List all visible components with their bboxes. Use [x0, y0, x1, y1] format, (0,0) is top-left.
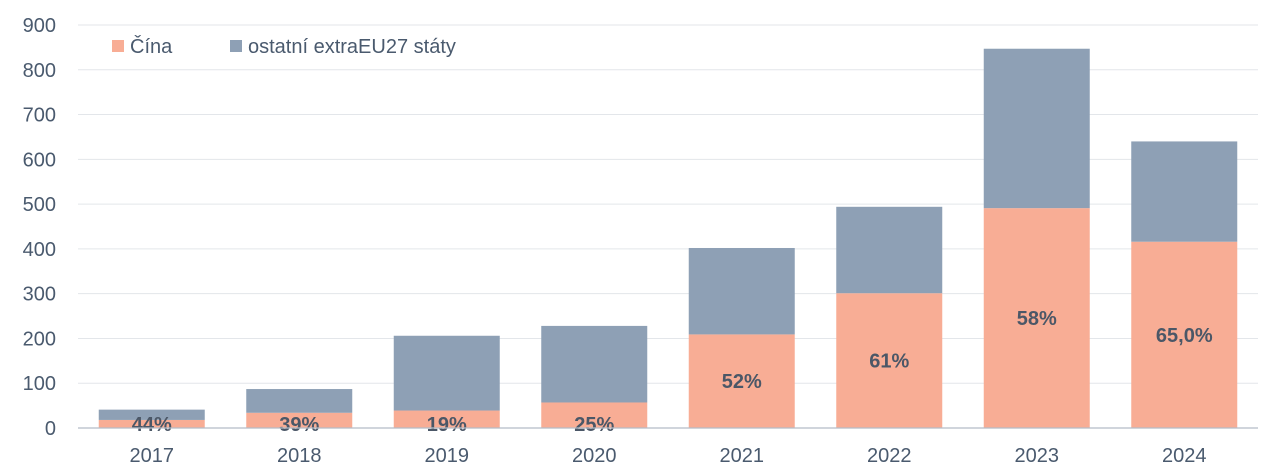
bar-segment-cina [983, 208, 1090, 428]
data-label: 19% [427, 414, 467, 436]
legend-swatch-ostatni [230, 40, 242, 52]
bar-segment-ostatni [836, 206, 943, 294]
bars [98, 48, 1238, 428]
x-tick-label: 2023 [1015, 445, 1060, 467]
data-label: 58% [1017, 308, 1057, 330]
bar-segment-cina [246, 412, 353, 428]
data-label: 52% [722, 371, 762, 393]
x-tick-label: 2021 [720, 445, 765, 467]
x-tick-label: 2022 [867, 445, 912, 467]
legend-label-cina: Čína [130, 35, 173, 58]
bar-segment-cina [541, 402, 648, 428]
y-tick-label: 100 [23, 373, 56, 395]
data-label: 61% [869, 351, 909, 373]
data-label: 39% [279, 414, 319, 436]
bar-segment-ostatni [983, 48, 1090, 209]
x-tick-label: 2020 [572, 445, 617, 467]
bar-segment-cina [836, 293, 943, 428]
y-tick-label: 400 [23, 239, 56, 261]
x-tick-label: 2024 [1162, 445, 1207, 467]
bar-segment-ostatni [688, 247, 795, 335]
legend-label-ostatni: ostatní extraEU27 státy [248, 36, 456, 58]
x-tick-label: 2017 [130, 445, 175, 467]
legend: Čína ostatní extraEU27 státy [112, 35, 456, 58]
y-tick-label: 500 [23, 194, 56, 216]
y-tick-label: 600 [23, 149, 56, 171]
y-tick-label: 0 [45, 418, 56, 440]
data-label: 25% [574, 414, 614, 436]
bar-segment-ostatni [541, 325, 648, 403]
data-label: 65,0% [1156, 325, 1213, 347]
gridlines [78, 24, 1258, 384]
x-axis-ticks: 2017 2018 2019 2020 2021 2022 2023 2024 [130, 445, 1207, 467]
bar-segment-ostatni [1131, 141, 1238, 242]
y-axis-ticks: 0 100 200 300 400 500 600 700 800 900 [23, 15, 56, 440]
bar-segment-ostatni [246, 389, 353, 413]
y-tick-label: 900 [23, 15, 56, 37]
y-tick-label: 700 [23, 105, 56, 127]
bar-segment-ostatni [393, 335, 500, 411]
y-tick-label: 800 [23, 60, 56, 82]
legend-swatch-cina [112, 40, 124, 52]
y-tick-label: 300 [23, 284, 56, 306]
bar-segment-cina [393, 410, 500, 428]
bar-segment-cina [1131, 241, 1238, 428]
data-labels: 44% 39% 19% 25% 52% 61% 58% 65,0% [132, 308, 1213, 436]
x-tick-label: 2019 [425, 445, 470, 467]
data-label: 44% [132, 414, 172, 436]
x-tick-label: 2018 [277, 445, 322, 467]
bar-segment-cina [688, 334, 795, 428]
bar-segment-cina [98, 419, 205, 428]
bar-segment-ostatni [98, 409, 205, 420]
y-tick-label: 200 [23, 328, 56, 350]
